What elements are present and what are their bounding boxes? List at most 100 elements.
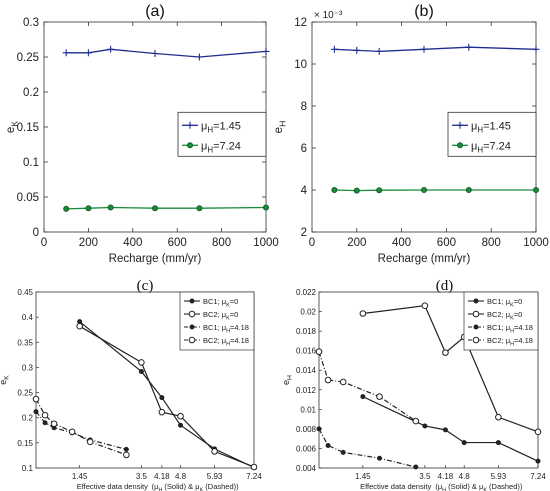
panel-c-ytick-label: 0.25 [17,389,33,398]
panel-a-data-point [84,49,92,57]
panel-c-data-point [138,359,145,366]
panel-b-data-point [375,47,383,55]
panel-c-xlabel-right: (μH (Solid) & μK (Dashed)) [152,482,240,491]
panel-d-series-line [362,305,539,433]
panel-b-xtick-label: 0 [309,237,315,249]
panel-a-legend-marker [186,121,194,129]
panel-d-data-point [376,455,382,461]
panel-c-data-point [123,451,130,459]
panel-b-ylabel: eH [273,121,287,134]
panel-c-legend-entry: BC2; μH=4.18 [203,336,249,347]
panel-b-xtick-label: 1000 [523,237,549,249]
panel-b-exponent: × 10⁻³ [314,10,343,21]
panel-a-group: (a) 0 200 400 600 800 1000 0 0.05 0.1 0.15 0.2 0.25 0… [5,3,279,265]
panel-b-xtick-label: 800 [482,237,501,249]
panel-d-legend-marker [473,324,479,330]
panel-a-ytick-label: 0.05 [17,192,39,204]
panel-a-xlabel: Recharge (mm/yr) [109,253,202,265]
panel-b-data-point [465,186,472,193]
panel-b-legend [447,111,537,157]
panel-d-data-point [422,423,428,429]
panel-d-legend-marker [472,310,480,318]
panel-b-group: (b) 0 200 400 600 800 1000 2 4 6 8 10 12 Recharge (mm… [273,3,549,265]
panel-d-legend-marker [473,298,479,304]
panel-d-label: (d) [436,278,454,294]
panel-c-data-point [41,411,49,419]
panel-a-data-point [151,205,158,212]
panel-d-legend-entry: BC1; μK=0 [487,297,522,308]
panel-a-data-point [262,47,270,55]
panel-b-data-point [420,186,427,193]
panel-c-xtick-label: 5.93 [207,472,223,481]
panel-c-xlabel-left: Effective data density [77,482,148,491]
panel-a-data-point [107,204,114,211]
panel-c-ytick-label: 0.2 [22,414,34,423]
panel-c-legend-marker [188,336,196,344]
panel-d-data-point [535,458,541,464]
panel-c-series-line [79,325,255,468]
panel-c-legend-entry: BC1; μK=0 [203,297,238,308]
panel-d-xtick-label: 7.24 [530,472,546,481]
panel-d-ytick-label: 0.012 [296,386,317,395]
panel-b-ytick-label: 2 [301,227,307,239]
panel-c-legend-entry: BC2; μK=0 [203,310,238,321]
panel-b-ytick-label: 4 [301,185,308,197]
panel-a-ytick-label: 0.1 [23,157,39,169]
panel-c-data-point [68,428,76,436]
panel-c-legend-entry: BC1; μH=4.18 [203,323,249,334]
panel-a-legend-entry: μH=1.45 [201,120,241,134]
panel-a-ylabel: eK [5,121,19,133]
panel-c-ytick-label: 0.3 [22,363,34,372]
panel-d-ytick-label: 0.008 [296,425,317,434]
panel-d-data-point [340,449,346,455]
panel-a-data-point [63,205,70,212]
panel-b-data-point [420,45,428,53]
panel-d-ytick-label: 0.006 [296,444,317,453]
panel-b-data-point [532,45,540,53]
panel-c-data-point [32,395,40,403]
panel-d-data-point [339,378,347,386]
panel-c-data-point [138,368,144,374]
panel-d-xtick-label: 3.5 [419,472,431,481]
panel-d-data-point [442,427,448,433]
panel-c-data-point [250,463,258,471]
panel-a-data-point [62,49,70,57]
panel-d-data-point [412,417,420,425]
panel-b-label: (b) [414,3,434,20]
panel-d-group: (d) 1.45 3.5 4.18 4.8 5.93 7.24 0.004 0.006 0.008… [281,278,546,491]
panel-c-series-line [35,398,127,456]
panel-c-xtick-label: 4.18 [154,472,170,481]
panel-d-ytick-label: 0.01 [300,405,316,414]
panel-d-ytick-label: 0.004 [296,464,317,473]
panel-d-series-line [318,428,416,468]
panel-a-data-point [262,204,269,211]
panel-d-xtick-label: 4.18 [438,472,454,481]
panel-b-data-point [533,186,540,193]
panel-a-xtick-label: 800 [212,237,231,249]
panel-c-xtick-label: 7.24 [246,472,262,481]
panel-d-xtick-label: 1.45 [355,472,371,481]
panel-d-legend-entry: BC1; μH=4.18 [487,323,533,334]
panel-c-data-point [86,438,94,446]
panel-c-ytick-label: 0.15 [17,439,33,448]
panel-c-legend-marker [189,324,195,330]
panel-a-ytick-label: 0.25 [17,52,39,64]
panel-b-ytick-label: 10 [294,59,307,71]
panel-b-legend-marker [456,121,464,129]
panel-d-data-point [360,394,366,400]
panel-b-data-point [330,45,338,53]
panel-b-data-point [353,187,360,194]
panel-d-data-point [461,440,467,446]
panel-a-data-point [107,45,115,53]
panel-b-ytick-label: 6 [301,143,307,155]
panel-d-ytick-label: 0.014 [296,366,317,375]
panel-a-data-point [195,53,203,61]
panel-d-data-point [376,393,383,400]
panel-a-xtick-label: 600 [168,237,187,249]
panel-a-series-line [66,48,267,58]
panel-d-data-point [534,428,542,436]
panel-b-series-line [334,46,537,53]
panel-a-xtick-label: 400 [123,237,142,249]
panel-d-ylabel: eH [281,375,294,385]
panel-d-xlabel-right: (μH (Solid) & μK (Dashed)) [435,482,523,491]
